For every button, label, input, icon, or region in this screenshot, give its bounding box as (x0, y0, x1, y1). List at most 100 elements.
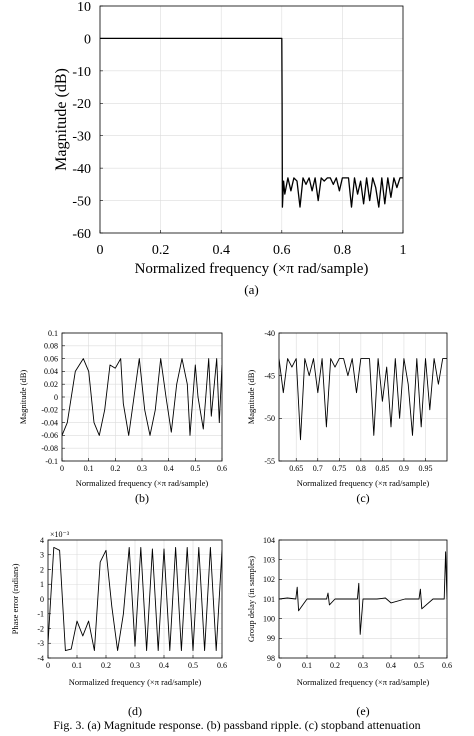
axis-multiplier: ×10⁻³ (50, 530, 70, 539)
x-tick-label: 0.8 (356, 464, 366, 473)
y-tick-label: -0.08 (41, 444, 58, 453)
panel-c: 0.65 0.7 0.75 0.8 0.85 0.9 0.95 -40 -45 -50 -55 Nor… (246, 329, 448, 505)
y-tick-label: 0.08 (44, 342, 58, 351)
y-axis-label: Magnitude (dB) (53, 68, 70, 171)
y-tick-label: 99 (267, 634, 275, 643)
panel-label: (e) (356, 704, 369, 718)
y-tick-label: -50 (72, 194, 91, 209)
x-tick-label: 0 (97, 243, 104, 258)
x-axis-label: Normalized frequency (×π rad/sample) (135, 261, 369, 277)
y-tick-label: 1 (40, 580, 44, 589)
series-line-c-0 (279, 358, 447, 441)
y-tick-label: -1 (37, 610, 44, 619)
y-tick-label: 0 (54, 393, 58, 402)
x-tick-label: 0.2 (110, 464, 120, 473)
y-tick-label: 0.02 (44, 380, 58, 389)
y-tick-label: -40 (72, 162, 91, 177)
y-axis-label: Magnitude (dB) (18, 370, 28, 425)
y-tick-label: -55 (264, 457, 275, 466)
x-tick-label: 0.4 (164, 464, 174, 473)
y-tick-label: -20 (72, 97, 91, 112)
y-tick-label: 98 (267, 654, 275, 663)
axes-frame (99, 5, 404, 234)
x-tick-label: 0.3 (130, 661, 140, 670)
x-tick-label: 0.75 (332, 464, 346, 473)
y-tick-label: -2 (37, 624, 44, 633)
panel-label: (d) (128, 704, 142, 718)
x-axis-label: Normalized frequency (×π rad/sample) (297, 677, 430, 687)
series-line-e-0 (279, 551, 447, 635)
axes-frame (278, 332, 448, 462)
x-tick-label: 0.4 (386, 661, 396, 670)
x-tick-label: 0.85 (375, 464, 389, 473)
x-tick-label: 0.5 (414, 661, 424, 670)
x-tick-label: 0.5 (190, 464, 200, 473)
x-tick-label: 0 (46, 661, 50, 670)
y-tick-label: -4 (37, 654, 44, 663)
panel-d: 0 0.1 0.2 0.3 0.4 0.5 0.6 4 3 2 1 0 -1 -2 -3 -4 ×10⁻³ Nor… (10, 530, 227, 718)
x-axis-label: Normalized frequency (×π rad/sample) (297, 478, 430, 488)
y-tick-label: -10 (72, 65, 91, 80)
y-tick-label: 0.1 (48, 329, 58, 338)
y-tick-label: 4 (40, 536, 44, 545)
x-tick-label: 0.8 (334, 243, 352, 258)
x-tick-label: 0.65 (289, 464, 303, 473)
panel-a: 0 0.2 0.4 0.6 0.8 1 10 0 -10 -20 -30 -40 -50 -60 Norma… (53, 0, 407, 297)
y-tick-label: -0.06 (41, 431, 58, 440)
x-tick-label: 0.7 (313, 464, 323, 473)
x-tick-label: 0.1 (302, 661, 312, 670)
x-tick-label: 1 (400, 243, 407, 258)
x-tick-label: 0.2 (101, 661, 111, 670)
y-tick-label: 10 (77, 0, 91, 15)
x-tick-label: 0 (60, 464, 64, 473)
y-tick-label: 0 (84, 32, 91, 47)
y-tick-label: 0 (40, 595, 44, 604)
y-tick-label: 0.06 (44, 354, 58, 363)
x-tick-label: 0.3 (137, 464, 147, 473)
y-tick-label: 3 (40, 551, 44, 560)
y-tick-label: -0.02 (41, 406, 58, 415)
x-tick-label: 0.2 (330, 661, 340, 670)
series-line-d-0 (48, 546, 222, 652)
y-tick-label: 100 (263, 614, 275, 623)
x-tick-label: 0.4 (212, 243, 230, 258)
x-tick-label: 0.4 (159, 661, 169, 670)
panel-label: (a) (244, 282, 258, 297)
y-tick-label: 102 (263, 575, 275, 584)
y-tick-label: 101 (263, 595, 275, 604)
panel-label: (c) (356, 491, 369, 505)
x-axis-label: Normalized frequency (×π rad/sample) (69, 677, 202, 687)
x-tick-label: 0.1 (72, 661, 82, 670)
y-tick-label: -45 (264, 371, 275, 380)
series-line-b-0 (62, 358, 222, 436)
x-tick-label: 0.3 (358, 661, 368, 670)
y-tick-label: -0.04 (41, 418, 58, 427)
y-tick-label: 0.04 (44, 367, 58, 376)
y-tick-label: 2 (40, 565, 44, 574)
y-tick-label: -0.1 (45, 457, 58, 466)
x-tick-label: 0.9 (399, 464, 409, 473)
figure: 0 0.2 0.4 0.6 0.8 1100-10-20-30-40-50-60Norma… (10, 0, 452, 718)
y-tick-label: -60 (72, 227, 91, 242)
panel-label: (b) (135, 491, 149, 505)
panel-b: 0 0.1 0.2 0.3 0.4 0.5 0.60.10.080.060.040.020-… (18, 329, 227, 505)
x-tick-label: 0.6 (217, 661, 227, 670)
y-axis-label: Group delay (in samples) (246, 556, 256, 642)
y-tick-label: -3 (37, 639, 44, 648)
y-tick-label: -30 (72, 130, 91, 145)
x-tick-label: 0.6 (217, 464, 227, 473)
x-axis-label: Normalized frequency (×π rad/sample) (76, 478, 209, 488)
y-tick-label: -50 (264, 414, 275, 423)
x-tick-label: 0.6 (442, 661, 452, 670)
x-tick-label: 0.5 (188, 661, 198, 670)
y-tick-label: 104 (263, 536, 275, 545)
y-tick-label: -40 (264, 329, 275, 338)
y-tick-label: 103 (263, 555, 275, 564)
x-tick-label: 0.95 (418, 464, 432, 473)
figure-caption: Fig. 3. (a) Magnitude response. (b) pass… (53, 718, 421, 732)
x-tick-label: 0.2 (152, 243, 170, 258)
x-tick-label: 0.6 (273, 243, 291, 258)
y-axis-label: Magnitude (dB) (246, 370, 256, 425)
series-line-a-0 (100, 37, 403, 208)
panel-e: 0 0.1 0.2 0.3 0.4 0.5 0.6 104 103 102 101 100 99 98 No… (246, 536, 452, 718)
